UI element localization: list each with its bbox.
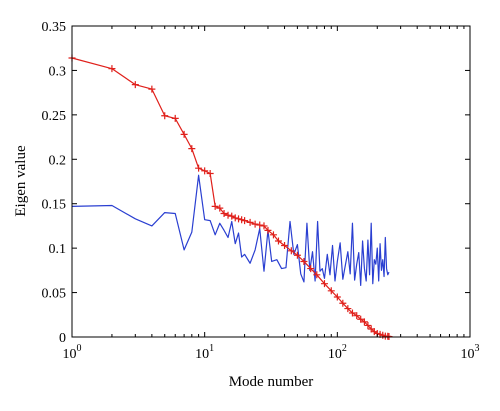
series-2-marker xyxy=(339,299,347,307)
series-2-marker xyxy=(360,318,368,326)
series-2-marker xyxy=(195,164,203,172)
series-2-marker xyxy=(246,218,254,226)
plot-frame xyxy=(71,25,471,338)
series-2-marker xyxy=(260,222,268,230)
x-tick-label-base: 10 xyxy=(461,347,475,362)
series-2-marker xyxy=(333,293,341,301)
series-2-marker xyxy=(231,214,239,222)
series-2-marker xyxy=(224,211,232,219)
y-tick-label: 0.3 xyxy=(49,64,67,79)
series-2-marker xyxy=(364,321,372,329)
series-2-marker xyxy=(188,145,196,153)
x-tick-label: 101 xyxy=(195,343,214,362)
series-2-marker xyxy=(161,112,169,120)
series-2-marker xyxy=(357,315,365,323)
x-tick-label-base: 10 xyxy=(63,347,77,362)
x-tick-label: 102 xyxy=(328,343,347,362)
series-2-marker xyxy=(206,170,214,178)
series-2-marker xyxy=(251,220,259,228)
series-2-marker xyxy=(235,215,243,223)
series-2-marker xyxy=(281,241,289,249)
series-2-marker xyxy=(220,209,228,217)
x-tick-label-base: 10 xyxy=(328,347,342,362)
series-2-marker xyxy=(180,130,188,138)
series-2-marker xyxy=(293,251,301,259)
series-2-marker xyxy=(216,204,224,212)
series-2-marker xyxy=(108,65,116,73)
series-2-marker xyxy=(264,226,272,234)
series-2-marker xyxy=(307,265,315,273)
x-tick-label-exponent: 1 xyxy=(209,343,214,354)
y-tick-label: 0.25 xyxy=(42,109,67,124)
series-2-marker xyxy=(300,257,308,265)
series-2-marker xyxy=(238,216,246,224)
series-2-marker xyxy=(313,271,321,279)
series-2-marker xyxy=(241,217,249,225)
y-tick-label: 0.15 xyxy=(42,198,67,213)
y-tick-label: 0.2 xyxy=(49,153,67,168)
x-tick-label-exponent: 3 xyxy=(475,343,480,354)
x-tick-label-exponent: 2 xyxy=(342,343,347,354)
series-2-marker xyxy=(256,221,264,229)
series-layer xyxy=(68,54,393,341)
series-2-marker xyxy=(228,212,236,220)
x-tick-label-exponent: 0 xyxy=(77,343,82,354)
series-2-marker xyxy=(320,280,328,288)
y-tick-label: 0.1 xyxy=(49,242,67,257)
series-1-line xyxy=(71,174,390,287)
y-axis-label: Eigen value xyxy=(13,145,29,217)
series-2-marker xyxy=(348,309,356,317)
series-2-marker xyxy=(344,305,352,313)
y-tick-label: 0 xyxy=(59,331,66,346)
x-tick-label-base: 10 xyxy=(195,347,209,362)
series-2-marker xyxy=(171,114,179,122)
series-2-marker xyxy=(287,247,295,255)
series-2-marker xyxy=(148,85,156,93)
x-axis-label: Mode number xyxy=(229,374,314,390)
series-2-marker xyxy=(269,231,277,239)
x-tick-label: 103 xyxy=(461,343,480,362)
series-2-marker xyxy=(353,312,361,320)
x-tick-label: 100 xyxy=(63,343,82,362)
series-2-marker xyxy=(274,237,282,245)
series-2-marker xyxy=(327,287,335,295)
y-tick-label: 0.05 xyxy=(42,287,67,302)
series-2-marker xyxy=(201,167,209,175)
y-tick-label: 0.35 xyxy=(42,20,67,35)
series-2-marker xyxy=(131,81,139,89)
series-2-line xyxy=(71,57,390,338)
series-2-marker xyxy=(211,202,219,210)
